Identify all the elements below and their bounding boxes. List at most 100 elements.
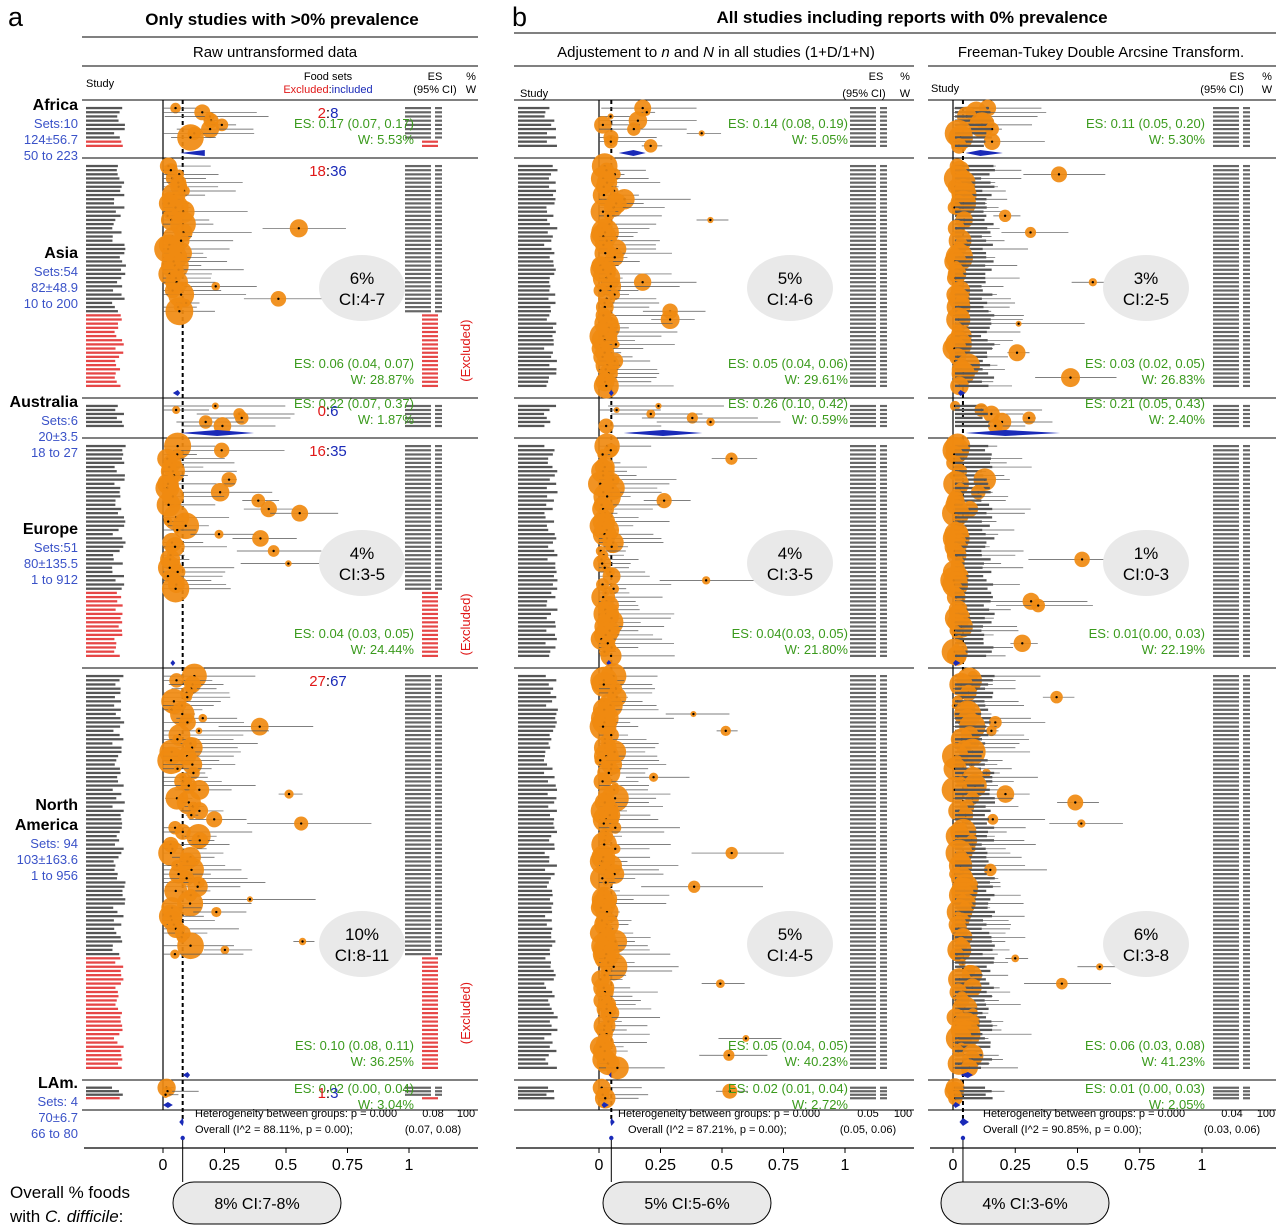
overall-ci: (0.05, 0.06) xyxy=(840,1124,896,1136)
study-weight-text xyxy=(880,223,887,226)
study-es-text xyxy=(1213,780,1239,783)
x-tick-label: 0.25 xyxy=(645,1157,676,1174)
study-label-text xyxy=(518,729,554,732)
study-label-text xyxy=(86,235,113,238)
study-label-text xyxy=(86,738,124,741)
study-es-text xyxy=(405,1093,431,1096)
excluded-study-value xyxy=(422,650,438,653)
study-label-text xyxy=(518,818,555,821)
study-weight-text xyxy=(880,359,887,363)
subgroup-diamond xyxy=(608,1072,612,1078)
pooled-estimate-bubble xyxy=(747,255,833,321)
excluded-study-value xyxy=(422,1033,438,1036)
study-weight-text xyxy=(880,1041,887,1044)
study-weight-text xyxy=(880,856,887,859)
subgroup-diamond xyxy=(623,430,703,436)
study-label-text xyxy=(86,797,117,800)
study-point xyxy=(599,759,602,762)
excluded-study-label xyxy=(86,1049,121,1053)
study-point xyxy=(227,478,231,481)
study-es-text xyxy=(850,355,876,358)
heterogeneity-text: Heterogeneity between groups: p = 0.000 xyxy=(983,1108,1185,1120)
study-label-text xyxy=(518,189,557,193)
study-weight-text xyxy=(880,915,887,918)
study-weight-text xyxy=(1243,306,1250,309)
study-label-text xyxy=(955,301,988,305)
study-weight-text xyxy=(1243,995,1250,998)
panel-b1-pct-header: % xyxy=(900,71,910,83)
study-label-text xyxy=(955,512,987,515)
study-es-text xyxy=(1213,1045,1239,1048)
study-label-text xyxy=(86,704,115,707)
study-label-text xyxy=(955,683,989,686)
study-weight-text xyxy=(1243,314,1250,317)
study-point xyxy=(652,776,655,779)
study-es-text xyxy=(1213,974,1239,977)
study-es-text xyxy=(850,792,876,796)
study-es-text xyxy=(850,537,876,540)
overall-pill xyxy=(172,1181,342,1225)
study-weight-text xyxy=(880,927,887,930)
study-point xyxy=(700,132,703,135)
study-es-text xyxy=(1213,881,1239,884)
study-label-text xyxy=(518,750,546,754)
study-es-text xyxy=(850,218,876,222)
overall-point xyxy=(609,1135,614,1141)
study-label-text xyxy=(518,495,548,498)
study-weight-text xyxy=(1243,1016,1250,1019)
study-weight-text xyxy=(1243,132,1250,135)
study-es-text xyxy=(1213,384,1239,388)
study-label-text xyxy=(86,193,125,197)
study-point xyxy=(990,412,993,416)
study-weight-text xyxy=(880,516,887,519)
study-label-text xyxy=(955,851,988,855)
study-weight-text xyxy=(880,558,887,561)
study-label-text xyxy=(518,691,551,695)
study-es-text xyxy=(405,541,431,544)
study-es-text xyxy=(405,503,431,506)
study-point xyxy=(190,813,193,817)
study-weight-text xyxy=(1243,809,1250,813)
study-label-text xyxy=(518,999,549,1002)
study-weight-text xyxy=(880,792,887,796)
study-label-text xyxy=(955,465,993,469)
study-label-text xyxy=(955,495,982,498)
study-weight-text xyxy=(880,965,887,968)
study-label-text xyxy=(86,218,116,222)
study-point xyxy=(1004,792,1007,796)
study-es-text xyxy=(1213,264,1239,267)
study-es-text xyxy=(1213,621,1239,624)
excluded-study-label xyxy=(86,330,115,334)
study-weight-text xyxy=(880,1007,887,1011)
study-es-text xyxy=(850,957,876,960)
study-label-text xyxy=(518,1086,549,1089)
study-point xyxy=(176,767,179,770)
study-weight-text xyxy=(880,864,887,867)
region-range: 1 to 956 xyxy=(31,868,78,883)
study-weight-text xyxy=(880,318,887,321)
study-es-text xyxy=(405,424,431,428)
study-label-text xyxy=(955,608,990,611)
study-es-text xyxy=(850,482,876,485)
x-tick-label: 0.75 xyxy=(768,1157,799,1174)
study-es-text xyxy=(850,194,876,197)
overall-ci: (0.07, 0.08) xyxy=(405,1124,461,1136)
study-es-text xyxy=(850,1066,876,1069)
study-label-text xyxy=(86,285,123,288)
excluded-study-value xyxy=(422,633,438,637)
subgroup-es-text: ES: 0.10 (0.08, 0.11) xyxy=(295,1038,414,1053)
study-label-text xyxy=(955,243,993,246)
study-es-text xyxy=(1213,554,1239,557)
study-label-text xyxy=(955,231,991,234)
study-es-text xyxy=(850,181,876,184)
study-weight-text xyxy=(880,272,887,276)
region-range: 10 to 200 xyxy=(24,296,78,311)
study-weight-text xyxy=(1243,704,1250,707)
study-weight-text xyxy=(880,549,887,553)
study-es-text xyxy=(405,260,431,263)
study-weight-text xyxy=(880,902,887,905)
study-es-text xyxy=(405,520,431,523)
study-es-text xyxy=(405,910,431,914)
study-point xyxy=(174,106,177,110)
study-es-text xyxy=(850,608,876,611)
